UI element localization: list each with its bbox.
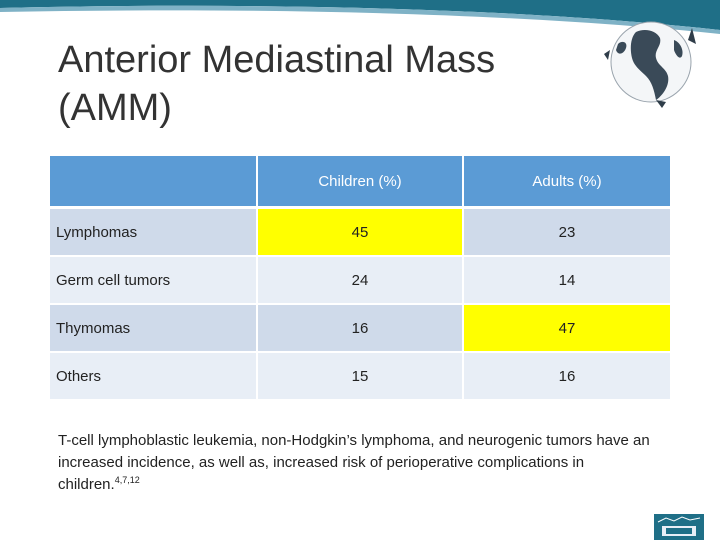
children-value: 24	[258, 257, 464, 305]
children-value: 16	[258, 305, 464, 353]
header-children: Children (%)	[258, 156, 464, 209]
table-row: Others 15 16	[50, 353, 670, 401]
row-label: Thymomas	[50, 305, 258, 353]
children-value: 45	[258, 209, 464, 257]
globe-icon	[604, 21, 696, 108]
logo-icon	[654, 514, 704, 540]
table-row: Thymomas 16 47	[50, 305, 670, 353]
footnote-text: T-cell lymphoblastic leukemia, non-Hodgk…	[58, 432, 650, 493]
children-value: 15	[258, 353, 464, 401]
title-line-1: Anterior Mediastinal Mass	[58, 39, 496, 81]
adults-value: 14	[464, 257, 670, 305]
footnote: T-cell lymphoblastic leukemia, non-Hodgk…	[58, 430, 668, 496]
table-header-row: Children (%) Adults (%)	[50, 156, 670, 209]
table-row: Lymphomas 45 23	[50, 209, 670, 257]
header-band	[0, 0, 720, 34]
row-label: Lymphomas	[50, 209, 258, 257]
header-adults: Adults (%)	[464, 156, 670, 209]
row-label: Germ cell tumors	[50, 257, 258, 305]
adults-value: 16	[464, 353, 670, 401]
adults-value: 47	[464, 305, 670, 353]
adults-value: 23	[464, 209, 670, 257]
header-empty	[50, 156, 258, 209]
title-line-2: (AMM)	[58, 87, 172, 129]
data-table: Children (%) Adults (%) Lymphomas 45 23 …	[50, 156, 670, 401]
footnote-references: 4,7,12	[114, 475, 140, 485]
table-row: Germ cell tumors 24 14	[50, 257, 670, 305]
row-label: Others	[50, 353, 258, 401]
slide-title: Anterior Mediastinal Mass (AMM)	[58, 36, 578, 132]
